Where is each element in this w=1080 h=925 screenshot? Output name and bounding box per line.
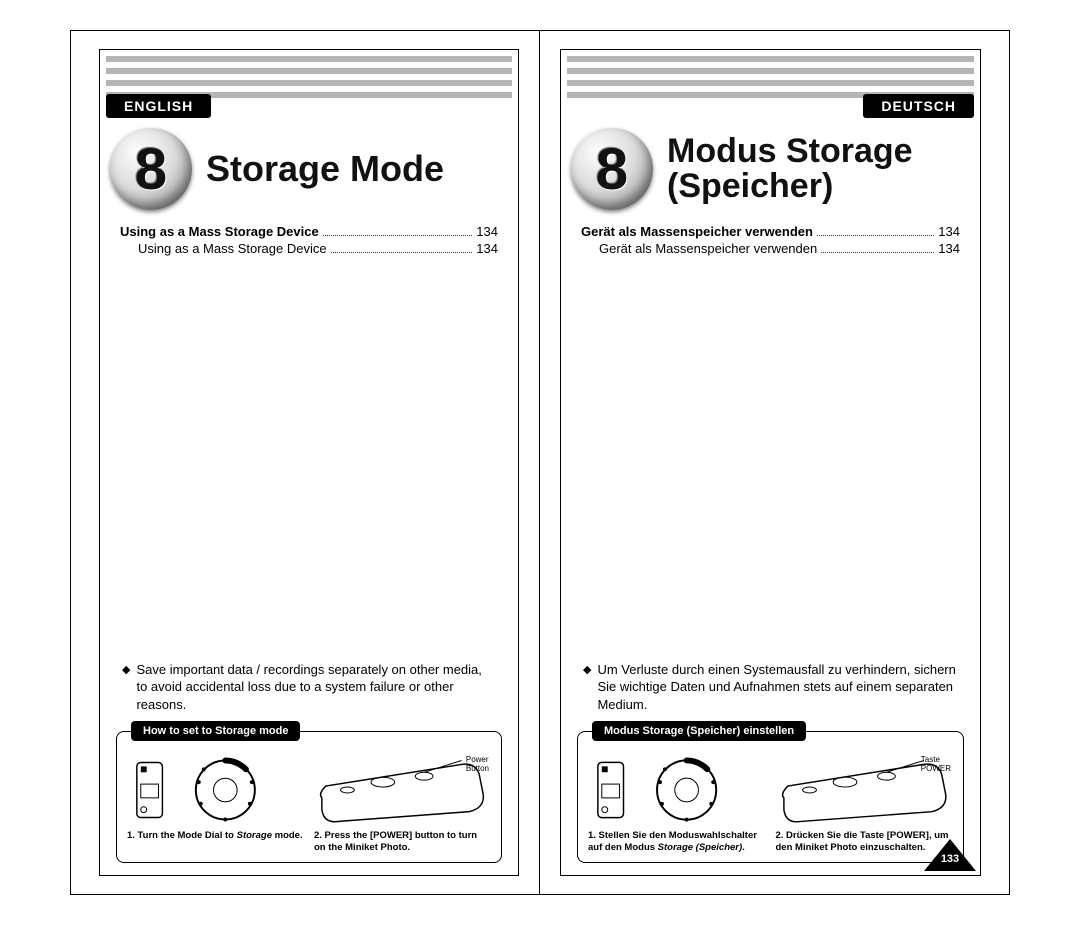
content-spacer — [100, 258, 518, 661]
table-of-contents: Using as a Mass Storage Device 134 Using… — [100, 216, 518, 258]
right-page-frame: DEUTSCH 8 Modus Storage (Speicher) Gerät… — [560, 49, 981, 876]
howto-step-2: Power Button 2. Press the [POWER] button… — [314, 754, 491, 854]
power-button-label-l2: POWER — [921, 765, 951, 773]
table-of-contents: Gerät als Massenspeicher verwenden 134 G… — [561, 216, 980, 258]
step2-caption: 2. Press the [POWER] button to turn on t… — [314, 830, 491, 854]
page-number-triangle: 133 — [924, 839, 976, 871]
howto-box: Modus Storage (Speicher) einstellen — [577, 731, 964, 863]
howto-steps-row: 1. Stellen Sie den Moduswahlschalter auf… — [588, 754, 953, 854]
language-bar: DEUTSCH — [561, 94, 980, 118]
language-chip-deutsch: DEUTSCH — [863, 94, 974, 118]
mode-dial-diagram — [127, 754, 304, 826]
toc-section-label: Gerät als Massenspeicher verwenden — [581, 224, 813, 239]
camera-power-diagram: Power Button — [314, 754, 491, 826]
toc-sub-label: Using as a Mass Storage Device — [138, 241, 327, 256]
howto-step-1: 1. Stellen Sie den Moduswahlschalter auf… — [588, 754, 766, 854]
mode-dial-diagram — [588, 754, 766, 826]
toc-sub-label: Gerät als Massenspeicher verwenden — [599, 241, 817, 256]
left-page-frame: ENGLISH 8 Storage Mode Using as a Mass S… — [99, 49, 519, 876]
howto-title-tab: How to set to Storage mode — [131, 721, 300, 741]
chapter-heading: 8 Storage Mode — [100, 118, 518, 216]
toc-section-row: Using as a Mass Storage Device 134 — [120, 224, 498, 239]
toc-section-row: Gerät als Massenspeicher verwenden 134 — [581, 224, 960, 239]
chapter-number-badge: 8 — [571, 128, 653, 210]
howto-step-1: 1. Turn the Mode Dial to Storage mode. — [127, 754, 304, 854]
chapter-title-line1: Modus Storage — [667, 134, 913, 169]
right-page: DEUTSCH 8 Modus Storage (Speicher) Gerät… — [540, 31, 1009, 894]
chapter-number-badge: 8 — [110, 128, 192, 210]
toc-section-page: 134 — [938, 224, 960, 239]
step1-caption: 1. Stellen Sie den Moduswahlschalter auf… — [588, 830, 766, 854]
page-spread: ENGLISH 8 Storage Mode Using as a Mass S… — [70, 30, 1010, 895]
power-button-label-l2: Button — [466, 765, 489, 773]
toc-section-page: 134 — [476, 224, 498, 239]
toc-sub-page: 134 — [476, 241, 498, 256]
toc-leader-dots — [331, 252, 473, 253]
chapter-heading: 8 Modus Storage (Speicher) — [561, 118, 980, 216]
warning-note: ◆ Save important data / recordings separ… — [100, 661, 518, 726]
chapter-title: Storage Mode — [206, 151, 444, 188]
step1-pre: 1. Turn the Mode Dial to — [127, 830, 237, 841]
power-button-label: Taste POWER — [921, 756, 951, 773]
warning-note: ◆ Um Verluste durch einen Systemausfall … — [561, 661, 980, 726]
howto-title-tab: Modus Storage (Speicher) einstellen — [592, 721, 806, 741]
camera-power-diagram: Taste POWER — [776, 754, 954, 826]
toc-sub-page: 134 — [938, 241, 960, 256]
step1-post: mode. — [272, 830, 303, 841]
howto-steps-row: 1. Turn the Mode Dial to Storage mode. — [127, 754, 491, 854]
power-button-label: Power Button — [466, 756, 489, 773]
step1-caption: 1. Turn the Mode Dial to Storage mode. — [127, 830, 304, 842]
language-bar: ENGLISH — [100, 94, 518, 118]
step1-em: Storage — [237, 830, 272, 841]
note-text: Save important data / recordings separat… — [136, 661, 496, 714]
left-page: ENGLISH 8 Storage Mode Using as a Mass S… — [71, 31, 540, 894]
toc-sub-row: Using as a Mass Storage Device 134 — [120, 241, 498, 256]
step1-em: Storage (Speicher) — [658, 842, 742, 853]
diamond-bullet-icon: ◆ — [122, 661, 130, 714]
toc-leader-dots — [817, 235, 934, 236]
language-chip-english: ENGLISH — [106, 94, 211, 118]
page-number: 133 — [938, 853, 962, 865]
note-text: Um Verluste durch einen Systemausfall zu… — [597, 661, 958, 714]
howto-box: How to set to Storage mode — [116, 731, 502, 863]
diamond-bullet-icon: ◆ — [583, 661, 591, 714]
toc-leader-dots — [323, 235, 473, 236]
content-spacer — [561, 258, 980, 661]
step1-post: . — [742, 842, 745, 853]
toc-sub-row: Gerät als Massenspeicher verwenden 134 — [581, 241, 960, 256]
chapter-title-line2: (Speicher) — [667, 169, 913, 204]
chapter-title: Modus Storage (Speicher) — [667, 134, 913, 203]
toc-leader-dots — [821, 252, 934, 253]
toc-section-label: Using as a Mass Storage Device — [120, 224, 319, 239]
